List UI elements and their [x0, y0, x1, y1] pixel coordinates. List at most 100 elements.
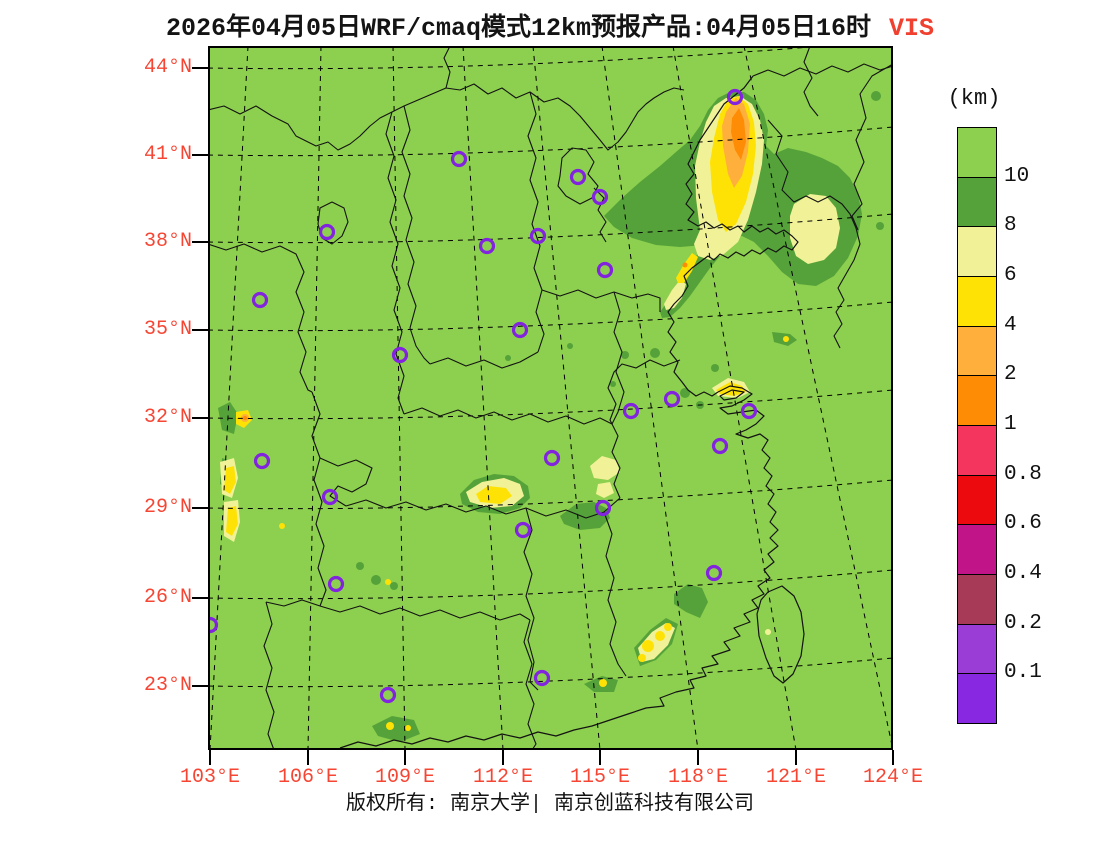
colorbar-block	[957, 226, 997, 277]
lon-axis-label: 106°E	[277, 766, 338, 789]
station-marker	[379, 686, 397, 704]
lat-tick	[192, 417, 208, 419]
colorbar-block	[957, 673, 997, 724]
station-marker	[705, 564, 723, 582]
dark-green-speck	[621, 351, 629, 359]
station-marker	[569, 168, 587, 186]
station-marker	[622, 402, 640, 420]
lon-tick	[795, 750, 797, 765]
station-markers	[201, 88, 758, 704]
title-variable-vis: VIS	[889, 14, 935, 43]
colorbar-block	[957, 524, 997, 575]
visibility-map	[201, 39, 894, 751]
map-frame	[208, 46, 893, 750]
lon-axis-label: 112°E	[472, 766, 533, 789]
colorbar-block	[957, 425, 997, 476]
lon-axis-label: 121°E	[765, 766, 826, 789]
lat-axis-label: 41°N	[143, 143, 192, 166]
station-marker	[478, 237, 496, 255]
dark-green-speck	[680, 388, 690, 398]
station-marker	[318, 223, 336, 241]
lon-tick	[209, 750, 211, 765]
meridian-line	[392, 45, 406, 751]
dark-green-speck	[711, 364, 719, 372]
colorbar-block	[957, 326, 997, 376]
lat-axis-label: 26°N	[143, 586, 192, 609]
dark-green-speck	[610, 381, 616, 387]
colorbar-tick-label: 0.2	[1004, 612, 1042, 635]
parallel-line	[207, 479, 894, 510]
station-marker	[321, 488, 339, 506]
meridian-line	[532, 45, 601, 751]
lat-tick	[192, 329, 208, 331]
title-text: 2026年04月05日WRF/cmaq模式12km预报产品:04月05日16时	[165, 14, 872, 43]
station-marker	[511, 321, 529, 339]
station-marker	[596, 261, 614, 279]
yellow-speck	[664, 623, 672, 631]
yellow-speck	[279, 523, 285, 529]
station-marker	[663, 390, 681, 408]
vis-patches-1-2km	[243, 108, 746, 420]
station-marker	[327, 575, 345, 593]
dark-green-speck	[371, 575, 381, 585]
lon-axis-label: 118°E	[667, 766, 728, 789]
lon-axis-label: 103°E	[179, 766, 240, 789]
lon-tick	[697, 750, 699, 765]
chongming-island	[719, 389, 745, 401]
dark-green-speck	[876, 222, 884, 230]
yellow-speck	[386, 722, 394, 730]
parallel-line	[207, 213, 894, 244]
yellow-speck	[638, 654, 646, 662]
station-marker	[594, 499, 612, 517]
yellow-speck	[599, 679, 607, 687]
colorbar-tick-label: 0.8	[1004, 463, 1042, 486]
lon-tick	[892, 750, 894, 765]
lat-axis-label: 23°N	[143, 674, 192, 697]
colorbar-block	[957, 574, 997, 625]
dark-green-speck	[390, 582, 398, 590]
dark-green-speck	[650, 348, 660, 358]
dark-green-speck	[567, 343, 573, 349]
colorbar-tick-label: 2	[1004, 363, 1017, 386]
station-marker	[251, 291, 269, 309]
parallel-line	[207, 126, 894, 157]
dark-green-speck	[505, 355, 511, 361]
coastline	[339, 75, 805, 749]
parallel-line	[207, 657, 894, 688]
yellow-speck	[783, 336, 789, 342]
dark-green-speck	[871, 91, 881, 101]
colorbar-tick-label: 8	[1004, 214, 1017, 237]
taiwan-island	[756, 585, 805, 684]
lon-tick	[307, 750, 309, 765]
yellow-speck	[642, 640, 654, 652]
province-boundaries	[207, 45, 894, 751]
station-marker	[726, 88, 744, 106]
lat-tick	[192, 685, 208, 687]
lat-tick	[192, 597, 208, 599]
lat-tick	[192, 507, 208, 509]
colorbar-tick-label: 0.1	[1004, 661, 1042, 684]
yellow-speck	[405, 725, 411, 731]
colorbar-block	[957, 177, 997, 227]
lon-tick	[404, 750, 406, 765]
station-marker	[740, 402, 758, 420]
map-area	[201, 39, 894, 751]
colorbar-tick-label: 10	[1004, 165, 1030, 188]
parallel-line	[207, 301, 894, 332]
lon-axis-label: 115°E	[569, 766, 630, 789]
pale-yellow-speck	[765, 629, 771, 635]
lat-tick	[192, 241, 208, 243]
meridian-line	[601, 45, 699, 751]
lon-tick	[502, 750, 504, 765]
parallel-line	[207, 389, 894, 420]
station-marker	[591, 188, 609, 206]
lat-axis-label: 38°N	[143, 230, 192, 253]
dark-green-speck	[356, 562, 364, 570]
colorbar-block	[957, 276, 997, 327]
station-marker	[253, 452, 271, 470]
colorbar-block	[957, 127, 997, 178]
meridian-line	[209, 45, 249, 751]
colorbar-tick-label: 6	[1004, 264, 1017, 287]
colorbar-unit-label: (km)	[947, 86, 1001, 111]
